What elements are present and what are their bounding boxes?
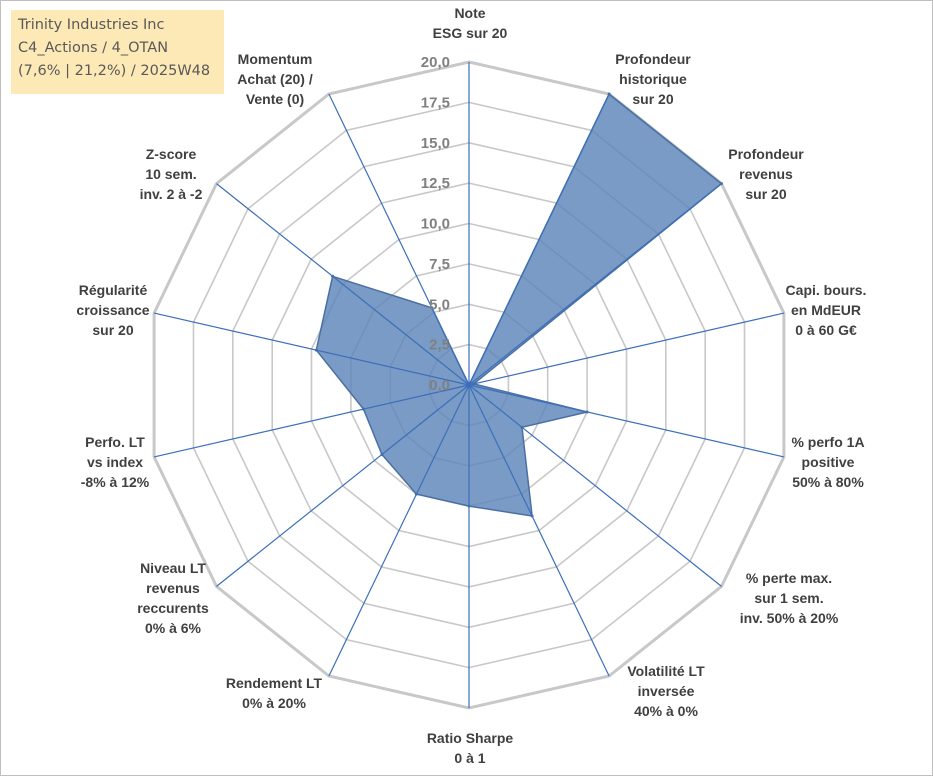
spoke-line	[468, 93, 610, 386]
tick-labels: 0,0 2,5 5,0 7,5 10,0 12,5 15,0 17,5 20,0	[421, 54, 450, 394]
spoke-line	[468, 384, 722, 587]
tick-label: 7,5	[429, 256, 450, 273]
company-name: Trinity Industries Inc	[18, 17, 165, 33]
tick-label: 20,0	[421, 54, 450, 71]
tick-label: 10,0	[421, 216, 450, 233]
axis-label: Rendement LT 0% à 20%	[226, 675, 323, 711]
period-line: (7,6% | 21,2%) / 2025W48	[18, 63, 211, 79]
axis-label: Capi. bours. en MdEUR 0 à 60 G€	[786, 282, 867, 338]
tick-label: 0,0	[429, 377, 450, 394]
category-line: C4_Actions / 4_OTAN	[18, 40, 169, 56]
axis-label: Ratio Sharpe 0 à 1	[427, 730, 514, 766]
tick-label: 12,5	[421, 175, 450, 192]
radar-spokes	[153, 62, 785, 708]
axis-label: Z-score 10 sem. inv. 2 à -2	[140, 146, 203, 202]
axis-label: Niveau LT revenus reccurents 0% à 6%	[137, 560, 209, 636]
axis-label: Volatilité LT inversée 40% à 0%	[627, 663, 705, 719]
info-box: Trinity Industries Inc C4_Actions / 4_OT…	[11, 10, 224, 94]
tick-label: 2,5	[429, 337, 450, 354]
tick-label: 17,5	[421, 94, 450, 111]
axis-labels: Note ESG sur 20 Profondeur historique sur 20…	[76, 5, 866, 766]
spoke-line	[153, 312, 470, 386]
axis-label: Momentum Achat (20) / Vente (0)	[237, 51, 313, 107]
spoke-line	[468, 384, 610, 677]
axis-label: Perfo. LT vs index -8% à 12%	[81, 434, 150, 490]
axis-label: Régularité croissance sur 20	[76, 282, 149, 338]
spoke-line	[468, 384, 785, 458]
axis-label: Profondeur revenus sur 20	[728, 146, 804, 202]
series-area	[315, 92, 723, 517]
tick-label: 5,0	[429, 296, 450, 313]
spoke-line	[153, 384, 470, 458]
data-series	[314, 92, 723, 518]
axis-label: Note ESG sur 20	[433, 5, 508, 41]
spoke-line	[468, 183, 722, 386]
spoke-line	[328, 93, 470, 386]
spoke-line	[468, 312, 785, 386]
axis-label: Profondeur historique sur 20	[615, 51, 691, 107]
spoke-line	[328, 384, 470, 677]
tick-label: 15,0	[421, 135, 450, 152]
axis-label: % perte max. sur 1 sem. inv. 50% à 20%	[740, 570, 839, 626]
spoke-line	[216, 384, 470, 587]
axis-label: % perfo 1A positive 50% à 80%	[791, 434, 864, 490]
spoke-line	[216, 183, 470, 386]
